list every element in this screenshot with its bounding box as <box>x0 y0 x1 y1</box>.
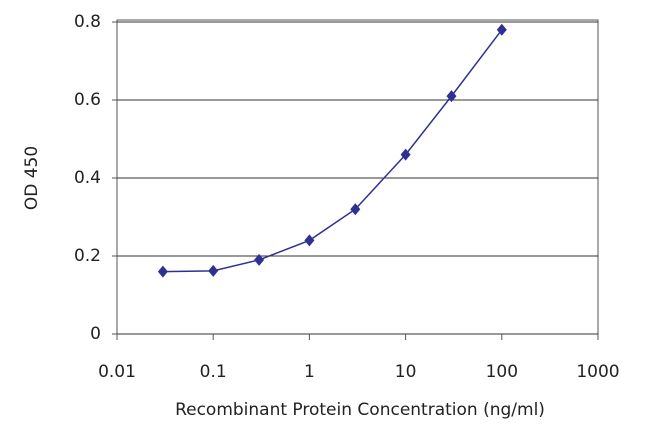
y-tick-label: 0.2 <box>74 246 101 266</box>
data-point <box>254 253 265 266</box>
x-tick-label: 100 <box>486 362 518 382</box>
y-tick-label: 0.8 <box>74 12 101 32</box>
y-tick-label: 0.6 <box>74 90 101 110</box>
y-axis-label: OD 450 <box>22 146 42 210</box>
x-tick-label: 1000 <box>576 362 619 382</box>
x-axis-label: Recombinant Protein Concentration (ng/ml… <box>175 400 545 420</box>
data-point <box>304 234 315 247</box>
x-tick-label: 10 <box>395 362 417 382</box>
x-tick-label: 0.1 <box>200 362 227 382</box>
x-tick-label: 0.01 <box>98 362 136 382</box>
data-point <box>157 265 168 278</box>
y-tick-label: 0.4 <box>74 168 101 188</box>
data-point <box>208 264 219 277</box>
data-point <box>496 23 507 36</box>
y-tick-label: 0 <box>90 324 101 344</box>
plot-area <box>116 19 599 335</box>
series-line <box>162 29 503 273</box>
data-point <box>350 203 361 216</box>
data-point <box>400 148 411 161</box>
data-point <box>446 90 457 103</box>
x-tick-label: 1 <box>304 362 315 382</box>
